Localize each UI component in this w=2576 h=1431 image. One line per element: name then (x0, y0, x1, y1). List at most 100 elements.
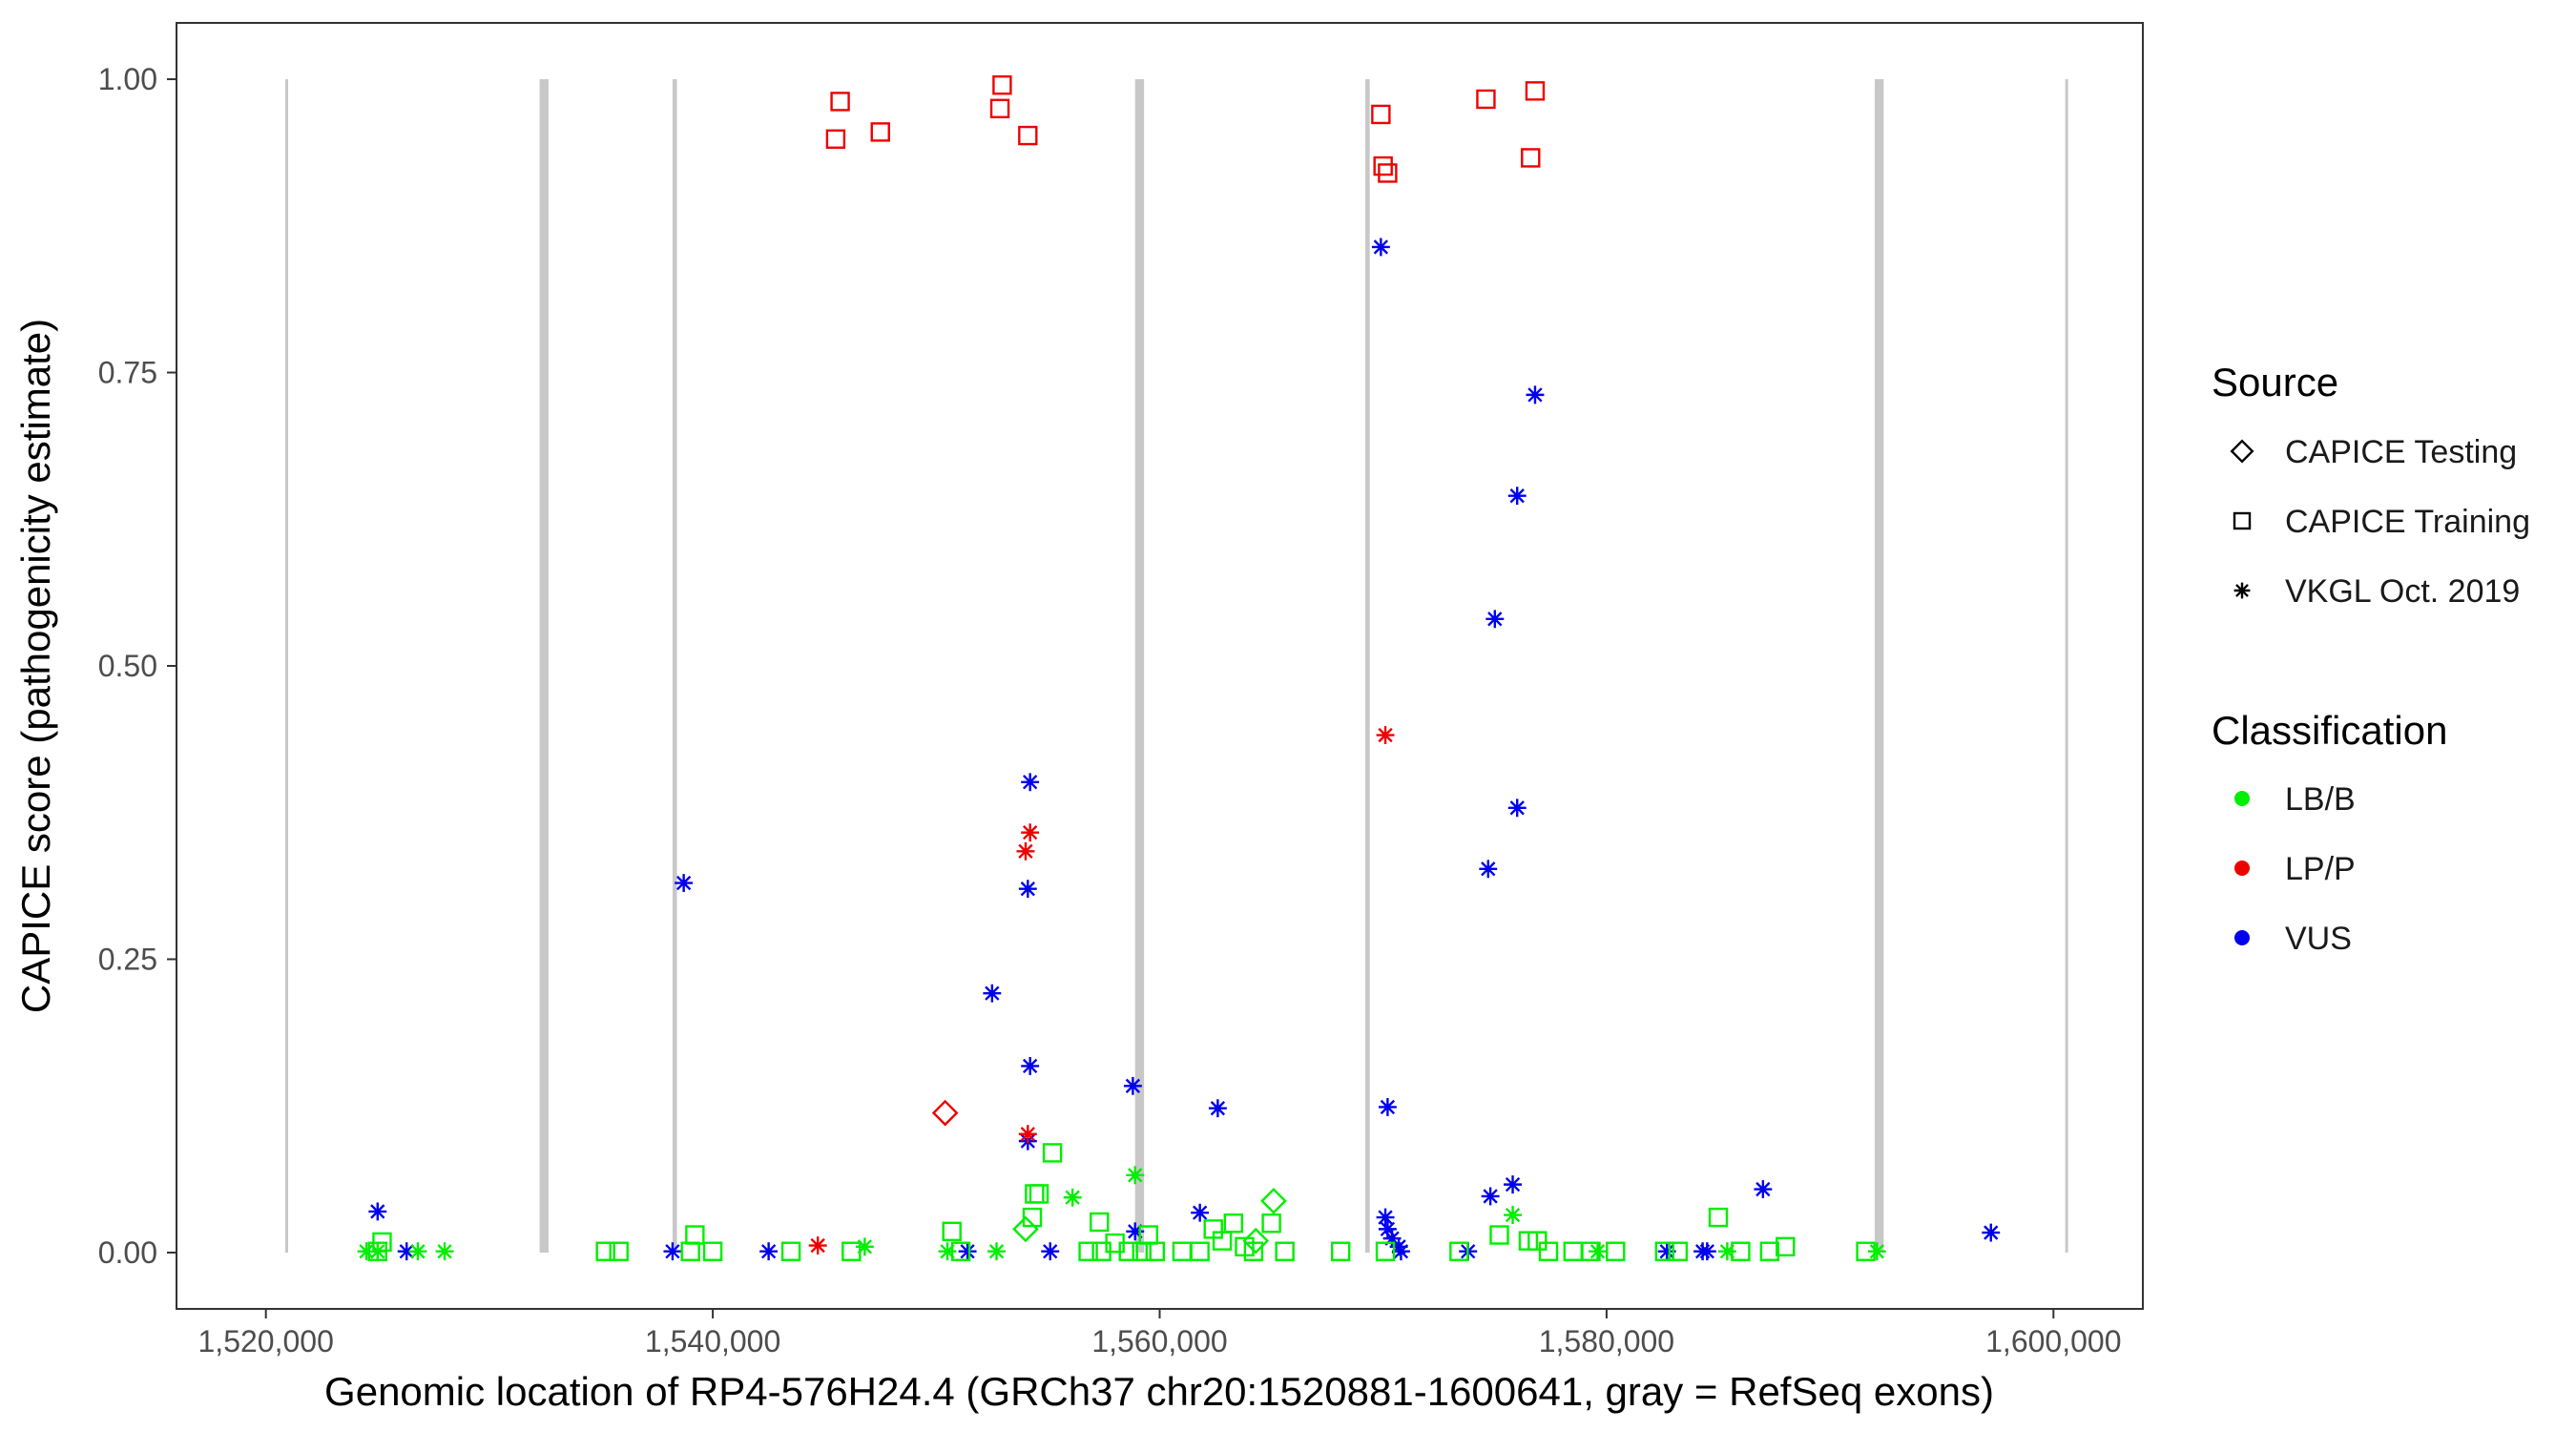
data-point-s6-44 (1708, 1207, 1729, 1228)
data-point-s1-19 (958, 1242, 977, 1261)
data-point-s1-3 (1485, 610, 1505, 629)
data-point-s6-37 (1527, 1231, 1548, 1251)
data-point-s6-11 (1022, 1207, 1043, 1228)
data-point-s6-19 (1091, 1241, 1111, 1261)
y-tick-label-0: 0.00 (98, 1235, 157, 1270)
data-point-s6-7 (780, 1241, 801, 1261)
data-point-s6-26 (1212, 1231, 1233, 1251)
legend-classification-title: Classification (2212, 708, 2447, 753)
data-point-s6-6 (702, 1241, 723, 1261)
legend-source-keys (2230, 439, 2254, 599)
y-tick-label-3: 0.75 (98, 356, 157, 390)
data-point-s2-1 (1021, 823, 1040, 842)
data-point-s0-2 (870, 122, 890, 142)
data-point-s5-10 (1589, 1242, 1607, 1261)
data-point-s5-9 (1504, 1206, 1522, 1225)
exon-band-4 (1364, 79, 1370, 1253)
data-point-s6-29 (1243, 1241, 1264, 1261)
legend-class-key-0 (2234, 791, 2250, 806)
data-point-s1-16 (397, 1242, 416, 1261)
data-point-s1-24 (1378, 1219, 1397, 1238)
data-point-s6-1 (367, 1241, 387, 1261)
data-point-s5-12 (1867, 1242, 1886, 1261)
data-point-s2-0 (1376, 726, 1395, 745)
data-point-s0-1 (825, 129, 846, 149)
data-point-s6-13 (1025, 1184, 1045, 1204)
data-point-s2-4 (808, 1236, 827, 1255)
series-5 (357, 1166, 1886, 1261)
data-point-s1-2 (1507, 487, 1527, 506)
data-point-s6-21 (1132, 1241, 1152, 1261)
data-point-s6-3 (609, 1241, 629, 1261)
data-point-s1-6 (675, 874, 694, 892)
data-point-s6-32 (1331, 1241, 1351, 1261)
data-point-s1-21 (1126, 1222, 1145, 1241)
data-point-s1-22 (1191, 1203, 1210, 1222)
series-0 (825, 74, 1546, 183)
data-point-s6-40 (1581, 1241, 1601, 1261)
data-point-s6-14 (1042, 1143, 1063, 1163)
data-point-s6-2 (595, 1241, 615, 1261)
data-point-s0-9 (1476, 89, 1496, 110)
legend-class-item-lpp: LP/P (2285, 851, 2356, 887)
x-tick-label-1: 1,540,000 (645, 1324, 780, 1358)
x-tick-label-3: 1,580,000 (1539, 1324, 1674, 1358)
data-point-s6-15 (1090, 1212, 1110, 1233)
data-point-s0-0 (830, 92, 850, 112)
data-point-s1-17 (663, 1242, 682, 1261)
data-point-s1-25 (1382, 1229, 1402, 1248)
data-point-s1-20 (1041, 1242, 1060, 1261)
data-point-s3-0 (931, 1099, 959, 1127)
x-tick-label-4: 1,600,000 (1985, 1324, 2121, 1358)
data-point-s6-20 (1118, 1241, 1138, 1261)
data-point-s6-47 (1776, 1236, 1796, 1257)
exon-band-layer (284, 79, 2068, 1253)
legend-source-item-training: CAPICE Training (2285, 504, 2530, 540)
axes: 1,520,000 1,540,000 1,560,000 1,580,000 1,60… (98, 62, 2122, 1358)
data-point-s0-3 (992, 74, 1012, 95)
data-point-s2-3 (1018, 1125, 1037, 1144)
exon-band-6 (2065, 79, 2068, 1253)
series-3 (931, 1099, 959, 1127)
x-tick-label-0: 1,520,000 (198, 1324, 334, 1358)
x-tick-label-2: 1,560,000 (1091, 1324, 1227, 1358)
legend-source-key-1 (2233, 511, 2252, 530)
data-point-s4-0 (1260, 1187, 1287, 1214)
data-point-s1-10 (1021, 1056, 1040, 1075)
data-point-s6-31 (1275, 1241, 1295, 1261)
data-point-s5-7 (1063, 1188, 1082, 1207)
data-point-s6-10 (950, 1241, 971, 1261)
x-axis-title: Genomic location of RP4-576H24.4 (GRCh37… (324, 1369, 1994, 1414)
data-point-s1-7 (1479, 860, 1498, 879)
data-point-s6-35 (1489, 1225, 1509, 1245)
data-point-s1-18 (759, 1242, 779, 1261)
data-point-s0-11 (1521, 148, 1541, 168)
data-point-s0-5 (1018, 125, 1038, 146)
data-point-s6-27 (1223, 1213, 1243, 1234)
data-points-layer (357, 74, 2001, 1261)
data-point-s6-8 (841, 1241, 862, 1261)
data-point-s1-35 (1982, 1223, 2001, 1242)
data-point-s6-18 (1078, 1241, 1098, 1261)
data-point-s1-23 (1376, 1208, 1395, 1227)
data-point-s0-10 (1525, 81, 1546, 101)
data-point-s1-31 (1657, 1242, 1676, 1261)
data-point-s5-5 (938, 1242, 957, 1261)
data-point-s1-13 (1378, 1098, 1397, 1116)
exon-band-3 (1134, 79, 1145, 1253)
y-tick-label-2: 0.50 (98, 649, 157, 683)
legend-source-item-testing: CAPICE Testing (2285, 434, 2517, 470)
legend-source-title: Source (2212, 360, 2338, 404)
data-point-s5-2 (408, 1242, 427, 1261)
data-point-s5-8 (1126, 1166, 1145, 1185)
data-point-s6-41 (1606, 1241, 1626, 1261)
data-point-s1-34 (1754, 1180, 1773, 1198)
y-tick-label-4: 1.00 (98, 62, 157, 96)
data-point-s5-6 (987, 1242, 1006, 1261)
y-axis-title: CAPICE score (pathogenicity estimate) (13, 319, 58, 1013)
data-point-s6-43 (1668, 1241, 1689, 1261)
data-point-s6-22 (1145, 1241, 1166, 1261)
exon-band-5 (1874, 79, 1884, 1253)
